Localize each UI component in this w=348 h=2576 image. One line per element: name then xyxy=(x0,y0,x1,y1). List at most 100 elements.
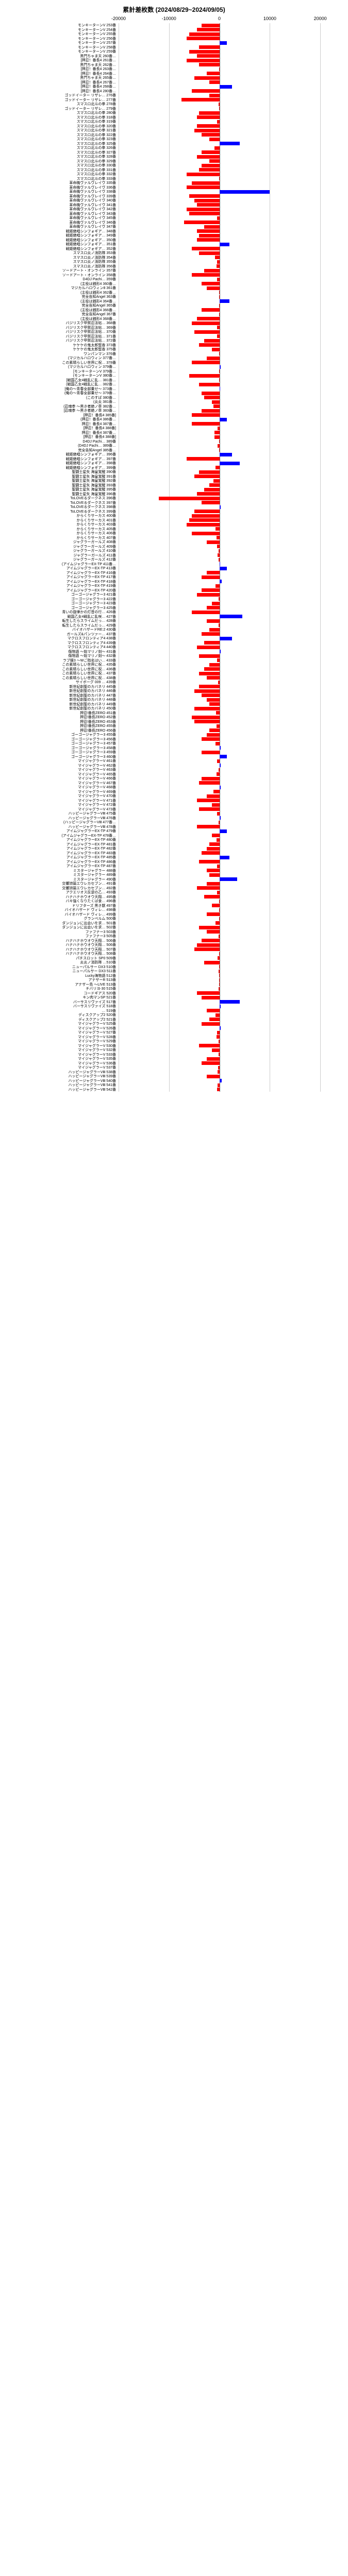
bar xyxy=(220,365,221,369)
data-row: この素晴らしい世界に祝… 438番 xyxy=(119,676,345,681)
data-row: アイムジャグラーEX-TP 486番 xyxy=(119,860,345,865)
bar xyxy=(192,514,220,518)
data-row: 完全告知Angel 385番… xyxy=(119,448,345,453)
data-row: マイジャグラーV 532番 xyxy=(119,1048,345,1053)
bar xyxy=(199,168,219,172)
data-row: 戦姫絶唱シンフォギア… 396番 xyxy=(119,452,345,457)
bar xyxy=(218,1070,220,1074)
bar xyxy=(192,716,220,719)
data-row: マクロスフロンティア4 440番 xyxy=(119,645,345,650)
bar xyxy=(217,120,220,124)
bar xyxy=(207,882,219,886)
bar xyxy=(219,313,220,316)
data-row: ソードアート・オンライン 357番 xyxy=(119,268,345,273)
bar xyxy=(219,987,220,991)
bar xyxy=(220,856,230,859)
data-row: ToLOVEるダークネス 397番 xyxy=(119,501,345,505)
data-row: バイオハザード ヴィレ… 499番 xyxy=(119,912,345,917)
bar xyxy=(199,807,219,811)
bar xyxy=(219,177,220,180)
data-row: サイボーグ 009 … 439番 xyxy=(119,680,345,685)
data-row: マイジャグラーV 529番 xyxy=(119,1039,345,1044)
data-row: マイジャグラーV 533番 xyxy=(119,1053,345,1057)
bar xyxy=(219,974,220,977)
bar xyxy=(219,965,220,969)
data-row: 傷物語 〜始マリノ刻〜 431番 xyxy=(119,650,345,654)
data-row: 押忍！番長4 387番… xyxy=(119,431,345,435)
bar xyxy=(204,339,219,343)
bar xyxy=(220,299,230,303)
data-row: マイジャグラーV 525番 xyxy=(119,1022,345,1026)
data-row: 革命機ヴァルヴレイヴ 335番 xyxy=(119,181,345,185)
data-row: ゴーゴージャグラー3 456番 xyxy=(119,737,345,742)
bar xyxy=(212,803,220,807)
bar xyxy=(219,982,220,986)
bar xyxy=(220,746,221,750)
data-row: バキ強くなりたくば食… 496番 xyxy=(119,899,345,904)
data-row: ニューパルサー DX3 510番 xyxy=(119,965,345,970)
bar xyxy=(207,1009,219,1012)
data-row: スマスロ北斗の拳 322番 xyxy=(119,133,345,138)
bar xyxy=(192,422,220,426)
data-row: ジャグラーガールズ 412番 xyxy=(119,557,345,562)
data-row: からくりサーカス 403番 xyxy=(119,522,345,527)
bar xyxy=(207,912,219,916)
bar xyxy=(199,860,219,863)
data-row: ゴーゴージャグラー3 425番 xyxy=(119,606,345,611)
data-row: (忍魂参 〜黒き者絶ノ章 382番… xyxy=(119,404,345,409)
data-row: ドリフターズ 黒き獣 497番 xyxy=(119,904,345,908)
data-row: [押忍！番長4 388番] xyxy=(119,435,345,439)
data-row: ハナハナホウオウ天翔… 506番 xyxy=(119,939,345,943)
bar xyxy=(219,978,220,982)
data-row: ソードアート・オンライン 358番 xyxy=(119,273,345,278)
bar xyxy=(219,935,220,938)
bar xyxy=(217,658,220,662)
bar xyxy=(219,439,220,443)
bar xyxy=(209,702,220,706)
bar xyxy=(217,772,220,776)
bar xyxy=(197,124,220,128)
bar xyxy=(202,1061,219,1065)
data-row: (マジカルハロウィン 379番… xyxy=(119,365,345,369)
bar xyxy=(220,142,240,145)
data-row: からくりサーカス 407番 xyxy=(119,536,345,540)
bar xyxy=(192,361,220,364)
data-row: からくりサーカス 406番 xyxy=(119,531,345,536)
data-row: [押忍！番長4 388番] xyxy=(119,426,345,431)
data-row: ゴーゴージャグラー3 457番 xyxy=(119,741,345,746)
data-row: (押忍！番長4 386番… xyxy=(119,417,345,422)
data-row: モンキーターンV 253番 xyxy=(119,23,345,28)
bar xyxy=(202,392,219,395)
data-row: 革命機ヴァルヴレイヴ 347番 xyxy=(119,225,345,229)
bar xyxy=(219,549,220,553)
data-row: グランベルム 500番 xyxy=(119,917,345,921)
bar xyxy=(217,838,220,842)
bar xyxy=(216,921,220,925)
data-row: スマスロ北斗の拳 333番 xyxy=(119,177,345,181)
bar xyxy=(216,1013,220,1017)
data-row: 革命機ヴァルヴレイヴ 336番 xyxy=(119,185,345,190)
data-row: アイムジャグラーEX-TP 483番 xyxy=(119,851,345,856)
data-row: 押忍!番長ZERO 453番 xyxy=(119,720,345,724)
data-row: (D4DJ Pachi… 389番… xyxy=(119,444,345,448)
bar xyxy=(209,728,220,732)
data-row: アイムジャグラーEX-TP 417番 xyxy=(119,575,345,580)
bar xyxy=(197,229,220,233)
bar xyxy=(202,737,219,741)
data-row: 新世紀創聖のカバネリ 448番 xyxy=(119,698,345,702)
data-row: マイジャグラーV 471番 xyxy=(119,799,345,803)
bar xyxy=(202,575,219,579)
bar xyxy=(217,216,220,220)
data-row: [モンキーターンV 379番… xyxy=(119,369,345,374)
bar xyxy=(217,536,220,539)
bar xyxy=(213,404,220,408)
bar xyxy=(184,221,219,224)
data-row: 聖闘士星矢 海皇覚醒 393番 xyxy=(119,483,345,488)
data-row: スマスロ北斗の拳 319番 xyxy=(119,120,345,124)
data-row: ディスクアップ2 521番 xyxy=(119,1018,345,1022)
data-row: ToLOVEるダークネス 396番 xyxy=(119,496,345,501)
bar xyxy=(220,41,227,45)
data-row: スマスロ北斗の拳 332番 xyxy=(119,172,345,177)
data-row: スマスロ北斗の拳 325番 xyxy=(119,142,345,146)
bar xyxy=(202,501,219,504)
